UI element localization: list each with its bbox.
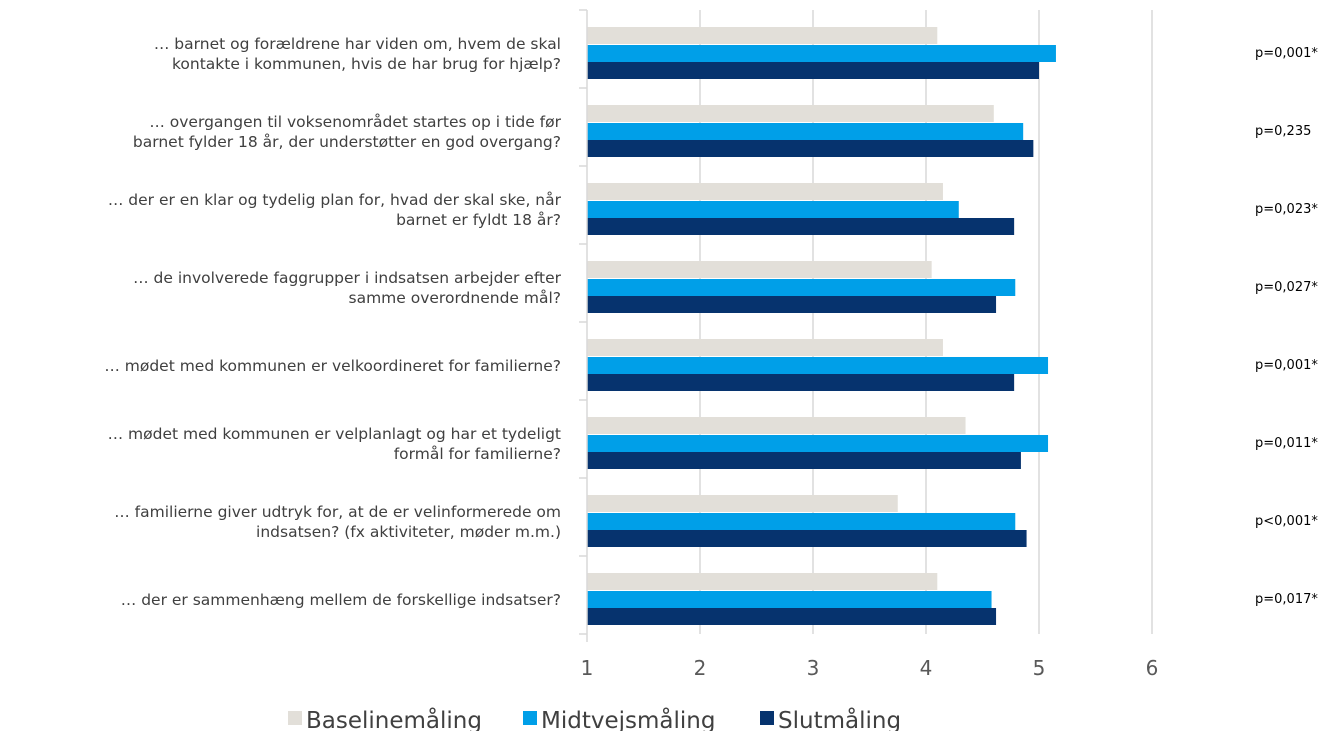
- category-label: … barnet og forældrene har viden om, hve…: [154, 35, 561, 73]
- bar: [587, 123, 1024, 140]
- bar: [587, 201, 959, 218]
- category-label: … familierne giver udtryk for, at de er …: [114, 503, 561, 541]
- bar: [587, 357, 1049, 374]
- bar: [587, 261, 932, 278]
- bar: [587, 339, 943, 356]
- bar: [587, 530, 1027, 547]
- legend-label: Slutmåling: [778, 706, 901, 731]
- category-label: … der er sammenhæng mellem de forskellig…: [121, 591, 561, 609]
- x-tick-label: 4: [920, 656, 933, 680]
- category-label: … der er en klar og tydelig plan for, hv…: [108, 191, 562, 229]
- p-value-label: p=0,001*: [1255, 358, 1318, 373]
- bar: [587, 591, 992, 608]
- bar: [587, 452, 1021, 469]
- bar: [587, 573, 938, 590]
- legend-swatch: [760, 711, 774, 725]
- legend-label: Midtvejsmåling: [541, 706, 715, 731]
- bar: [587, 27, 938, 44]
- legend-swatch: [288, 711, 302, 725]
- legend-label: Baselinemåling: [306, 706, 482, 731]
- bar: [587, 140, 1034, 157]
- x-tick-labels: 1 2 3 4 5 6: [581, 656, 1159, 680]
- x-tick-label: 6: [1146, 656, 1159, 680]
- x-tick-label: 3: [807, 656, 820, 680]
- p-value-annotations: p=0,001* p=0,235 p=0,023* p=0,027* p=0,001* p…: [1255, 46, 1318, 607]
- category-label: … mødet med kommunen er velplanlagt og h…: [108, 425, 561, 463]
- category-label: … mødet med kommunen er velkoordineret f…: [104, 357, 561, 375]
- x-tick-label: 5: [1033, 656, 1046, 680]
- category-axis: [579, 9, 588, 642]
- x-tick-label: 1: [581, 656, 594, 680]
- legend-swatch: [523, 711, 537, 725]
- bar: [587, 105, 994, 122]
- bar: [587, 183, 943, 200]
- bar: [587, 495, 898, 512]
- p-value-label: p=0,027*: [1255, 280, 1318, 295]
- bar: [587, 279, 1016, 296]
- bar: [587, 62, 1039, 79]
- x-tick-label: 2: [694, 656, 707, 680]
- bar: [587, 417, 966, 434]
- category-labels: … barnet og forældrene har viden om, hve…: [104, 35, 561, 609]
- bars: [587, 27, 1056, 625]
- p-value-label: p<0,001*: [1255, 514, 1318, 529]
- bar: [587, 374, 1015, 391]
- bar: [587, 608, 997, 625]
- category-label: … de involverede faggrupper i indsatsen …: [133, 269, 562, 307]
- p-value-label: p=0,017*: [1255, 592, 1318, 607]
- p-value-label: p=0,001*: [1255, 46, 1318, 61]
- p-value-label: p=0,235: [1255, 124, 1311, 139]
- category-label: … overgangen til voksenområdet startes o…: [133, 113, 562, 151]
- bar: [587, 296, 997, 313]
- bar: [587, 218, 1015, 235]
- p-value-label: p=0,023*: [1255, 202, 1318, 217]
- bar: [587, 435, 1049, 452]
- legend: Baselinemåling Midtvejsmåling Slutmåling: [288, 706, 901, 731]
- bar: [587, 513, 1016, 530]
- bar: [587, 45, 1056, 62]
- p-value-label: p=0,011*: [1255, 436, 1318, 451]
